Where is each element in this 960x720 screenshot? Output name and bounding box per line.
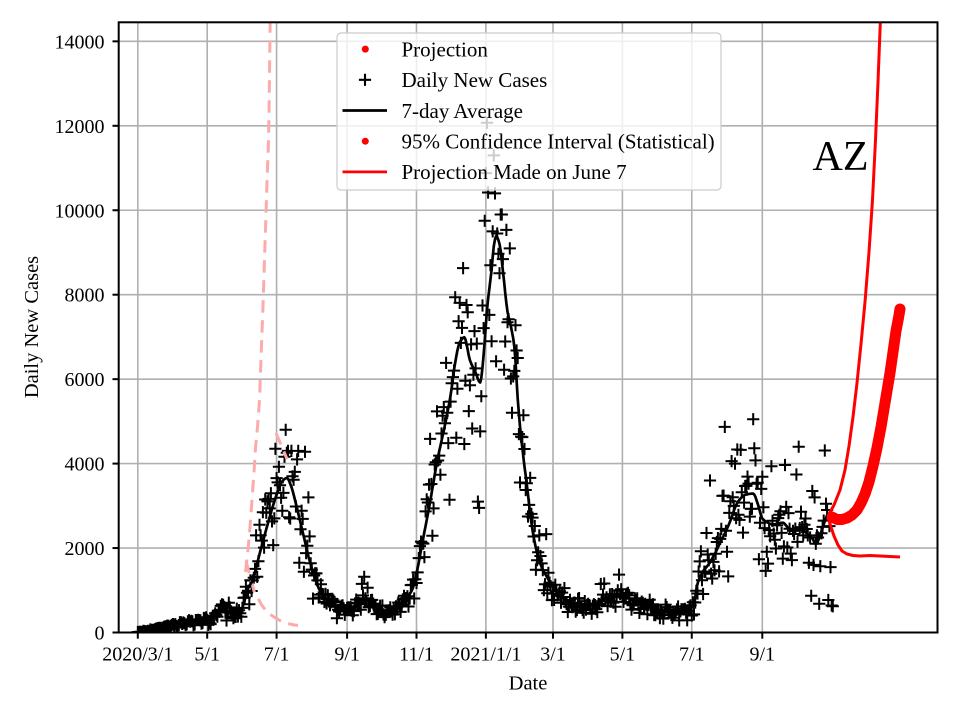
svg-text:0: 0 <box>95 623 105 645</box>
svg-text:AZ: AZ <box>813 134 869 180</box>
svg-text:7/1: 7/1 <box>264 644 290 666</box>
svg-text:6000: 6000 <box>65 369 105 391</box>
svg-text:5/1: 5/1 <box>194 644 220 666</box>
svg-text:14000: 14000 <box>55 31 105 53</box>
svg-text:9/1: 9/1 <box>750 644 776 666</box>
svg-text:Projection: Projection <box>402 37 489 61</box>
svg-text:Daily New Cases: Daily New Cases <box>21 256 43 398</box>
svg-text:8000: 8000 <box>65 285 105 307</box>
svg-text:4000: 4000 <box>65 454 105 476</box>
svg-text:2021/1/1: 2021/1/1 <box>450 644 521 666</box>
svg-text:9/1: 9/1 <box>334 644 360 666</box>
svg-text:2020/3/1: 2020/3/1 <box>102 644 173 666</box>
svg-text:7-day Average: 7-day Average <box>402 99 523 123</box>
svg-text:95% Confidence Interval (Stati: 95% Confidence Interval (Statistical) <box>402 130 715 154</box>
svg-text:3/1: 3/1 <box>540 644 566 666</box>
svg-text:2000: 2000 <box>65 538 105 560</box>
svg-text:Projection Made on June 7: Projection Made on June 7 <box>402 160 627 184</box>
svg-text:Date: Date <box>509 673 548 695</box>
svg-text:Daily New Cases: Daily New Cases <box>402 68 548 92</box>
svg-text:7/1: 7/1 <box>679 644 705 666</box>
svg-text:12000: 12000 <box>55 116 105 138</box>
svg-text:5/1: 5/1 <box>610 644 636 666</box>
svg-text:11/1: 11/1 <box>399 644 434 666</box>
svg-text:10000: 10000 <box>55 200 105 222</box>
